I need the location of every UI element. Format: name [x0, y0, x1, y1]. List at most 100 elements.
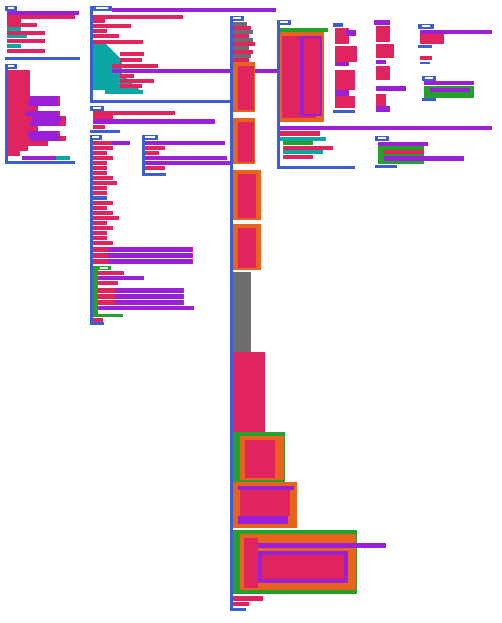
operator-block[interactable]	[28, 101, 58, 106]
script-6[interactable]	[142, 135, 231, 176]
reporter-slot[interactable]	[8, 65, 14, 67]
operator-block[interactable]	[32, 116, 62, 121]
data-block[interactable]	[93, 231, 107, 235]
operator-block[interactable]	[292, 126, 492, 130]
data-block[interactable]	[93, 40, 143, 44]
data-block[interactable]	[120, 79, 154, 83]
data-block[interactable]	[98, 306, 194, 310]
data-block[interactable]	[376, 44, 394, 58]
data-block[interactable]	[120, 74, 134, 78]
data-block[interactable]	[93, 196, 107, 200]
data-block[interactable]	[98, 281, 118, 285]
data-block[interactable]	[93, 206, 107, 210]
looks-block[interactable]	[7, 35, 27, 38]
data-block[interactable]	[283, 155, 313, 159]
data-block[interactable]	[93, 29, 107, 33]
operator-block[interactable]	[335, 62, 349, 66]
data-block[interactable]	[420, 30, 492, 34]
control-block[interactable]	[378, 146, 424, 164]
data-block[interactable]	[420, 34, 444, 44]
data-block[interactable]	[233, 50, 253, 54]
data-block[interactable]	[93, 125, 105, 129]
data-block[interactable]	[7, 11, 79, 15]
data-block[interactable]	[8, 126, 38, 131]
operator-block[interactable]	[98, 276, 144, 280]
sensing-block[interactable]	[233, 54, 251, 58]
data-block[interactable]	[93, 15, 183, 19]
data-block[interactable]	[93, 161, 107, 165]
sensing-block[interactable]	[233, 22, 247, 26]
data-block[interactable]	[112, 8, 276, 12]
data-block[interactable]	[238, 174, 256, 218]
data-block[interactable]	[93, 34, 119, 38]
operator-block[interactable]	[115, 300, 183, 305]
data-block[interactable]	[8, 151, 20, 156]
data-block[interactable]	[145, 156, 227, 160]
data-block[interactable]	[112, 64, 158, 68]
script-2[interactable]	[5, 64, 75, 164]
operator-block[interactable]	[346, 30, 356, 36]
data-block[interactable]	[233, 352, 265, 432]
script-11[interactable]	[418, 24, 492, 64]
data-block[interactable]	[145, 151, 159, 155]
script-9[interactable]	[333, 23, 357, 113]
operator-block[interactable]	[108, 253, 192, 258]
data-block[interactable]	[283, 146, 333, 150]
data-block[interactable]	[93, 24, 131, 28]
data-block[interactable]	[376, 66, 390, 80]
data-block[interactable]	[7, 15, 75, 19]
reporter-slot[interactable]	[8, 7, 14, 9]
data-block[interactable]	[93, 156, 113, 160]
data-block[interactable]	[233, 596, 263, 601]
operator-block[interactable]	[22, 156, 62, 160]
reporter-slot[interactable]	[378, 137, 386, 139]
data-block[interactable]	[145, 166, 165, 170]
data-block[interactable]	[8, 141, 48, 146]
data-block[interactable]	[93, 181, 117, 185]
data-block[interactable]	[233, 58, 249, 62]
data-block[interactable]	[7, 39, 45, 43]
operator-block[interactable]	[258, 543, 386, 548]
operator-block[interactable]	[30, 136, 60, 141]
data-block[interactable]	[304, 38, 320, 114]
operator-block[interactable]	[93, 119, 215, 124]
script-3[interactable]	[90, 6, 282, 103]
data-block[interactable]	[8, 146, 28, 151]
operator-block[interactable]	[30, 96, 58, 101]
script-10[interactable]	[374, 20, 406, 112]
data-block[interactable]	[93, 236, 107, 240]
data-block[interactable]	[8, 70, 30, 96]
operator-block[interactable]	[108, 247, 192, 252]
data-block[interactable]	[245, 440, 275, 478]
data-block[interactable]	[420, 56, 432, 60]
script-12[interactable]	[422, 76, 474, 101]
operator-block[interactable]	[384, 156, 464, 161]
data-block[interactable]	[93, 111, 175, 115]
operator-block[interactable]	[25, 111, 58, 116]
data-block[interactable]	[378, 142, 428, 146]
data-block[interactable]	[93, 19, 105, 23]
data-block[interactable]	[145, 146, 165, 150]
script-13[interactable]	[375, 136, 464, 168]
operator-block[interactable]	[376, 60, 386, 64]
data-block[interactable]	[280, 131, 320, 136]
sensing-block[interactable]	[233, 30, 253, 34]
data-block[interactable]	[244, 538, 258, 588]
data-block[interactable]	[93, 201, 113, 205]
data-block[interactable]	[93, 141, 129, 145]
data-block[interactable]	[93, 211, 113, 215]
control-block[interactable]	[280, 28, 328, 32]
reporter-slot[interactable]	[92, 136, 99, 138]
operator-block[interactable]	[28, 131, 58, 136]
data-block[interactable]	[238, 228, 256, 268]
operator-block[interactable]	[430, 88, 470, 92]
data-block[interactable]	[7, 19, 21, 23]
reporter-slot[interactable]	[145, 136, 155, 138]
operator-block[interactable]	[376, 106, 390, 112]
data-block[interactable]	[120, 84, 142, 88]
data-block[interactable]	[93, 115, 113, 119]
reporter-slot[interactable]	[425, 77, 433, 79]
script-15[interactable]	[140, 100, 232, 102]
data-block[interactable]	[233, 26, 251, 30]
